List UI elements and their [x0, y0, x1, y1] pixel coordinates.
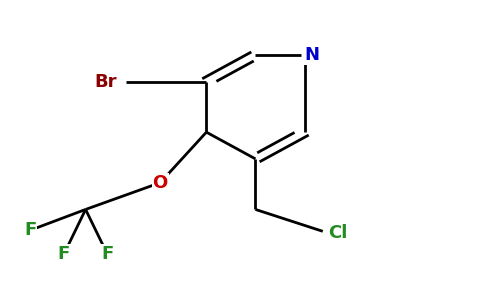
Text: F: F [58, 245, 70, 263]
Text: Br: Br [94, 73, 117, 91]
Text: F: F [101, 245, 113, 263]
Text: N: N [304, 46, 319, 64]
Text: Cl: Cl [329, 224, 348, 242]
Text: F: F [24, 221, 36, 239]
Text: O: O [152, 174, 168, 192]
